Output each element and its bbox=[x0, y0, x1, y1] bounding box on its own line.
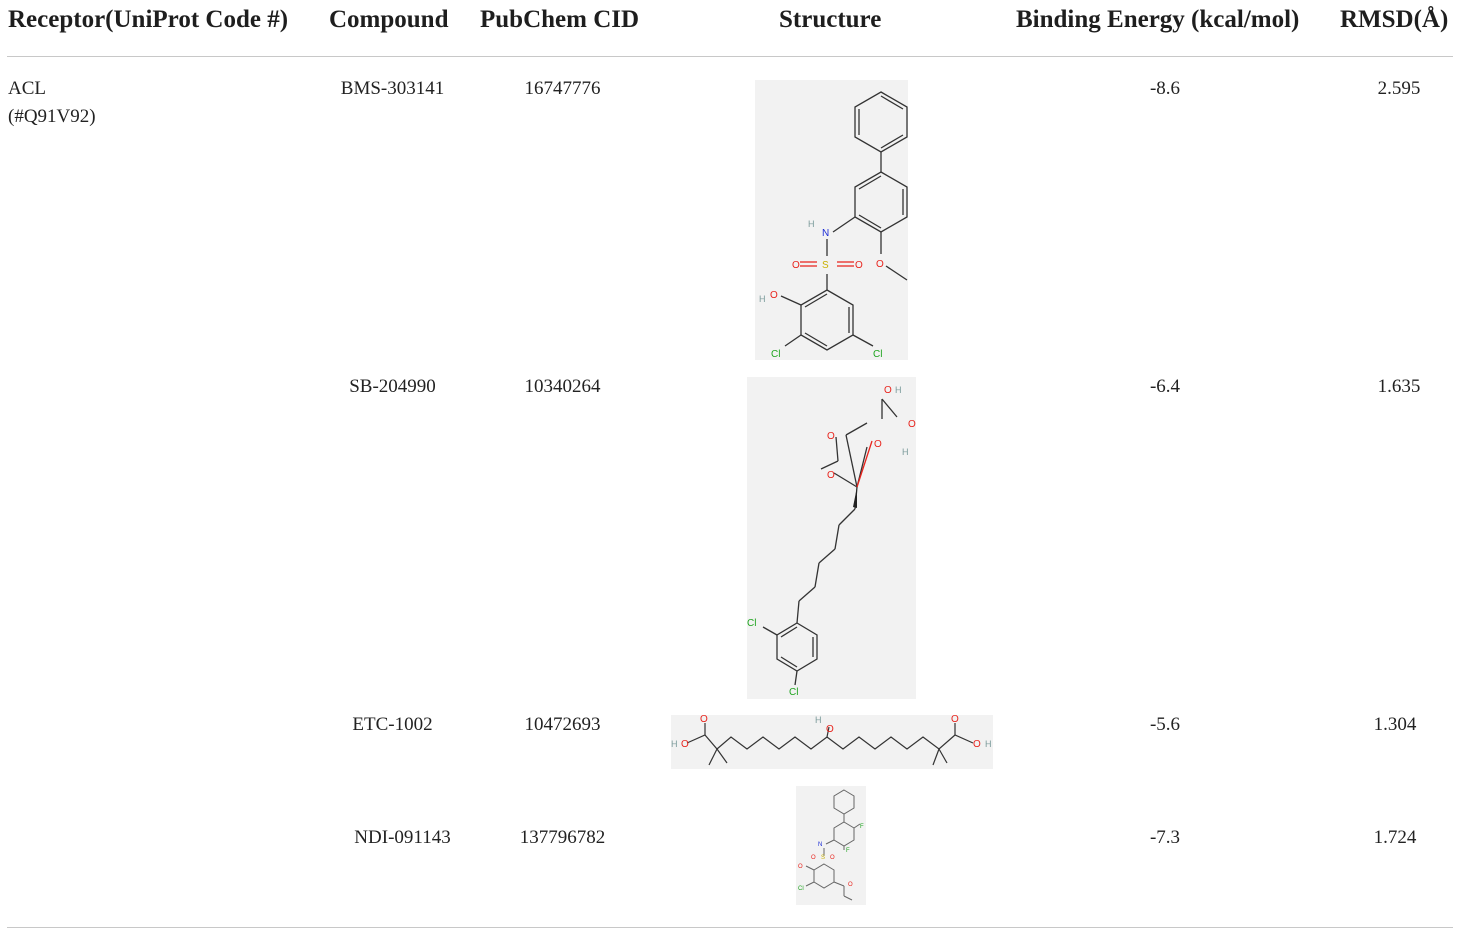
atom-label-o: O bbox=[827, 431, 835, 442]
header-binding-energy: Binding Energy (kcal/mol) bbox=[1016, 6, 1300, 33]
atom-label-o: O bbox=[884, 385, 892, 396]
binding-energy: -8.6 bbox=[1149, 78, 1181, 99]
receptor-code: (#Q91V92) bbox=[8, 106, 96, 127]
atom-label-s: S bbox=[822, 260, 829, 271]
atom-label-f: F bbox=[860, 824, 864, 830]
rmsd-value: 1.635 bbox=[1377, 376, 1421, 397]
rmsd-value: 2.595 bbox=[1377, 78, 1421, 99]
binding-energy: -7.3 bbox=[1149, 827, 1181, 848]
atom-label-h: H bbox=[671, 739, 678, 749]
atom-label-cl: Cl bbox=[873, 349, 882, 360]
atom-label-cl: Cl bbox=[798, 886, 804, 892]
atom-label-o: O bbox=[681, 739, 689, 750]
header-structure: Structure bbox=[779, 6, 882, 33]
pubchem-cid: 10472693 bbox=[524, 714, 601, 735]
compound-name: SB-204990 bbox=[349, 376, 436, 397]
rmsd-value: 1.724 bbox=[1373, 827, 1417, 848]
atom-label-h: H bbox=[808, 219, 815, 229]
structure-image-bms-303141: H N S O O O H O Cl Cl bbox=[755, 80, 908, 360]
atom-label-h: H bbox=[895, 385, 902, 395]
atom-label-o: O bbox=[798, 864, 803, 870]
header-pubchem-cid: PubChem CID bbox=[480, 6, 640, 33]
atom-label-o: O bbox=[951, 715, 959, 725]
pubchem-cid: 16747776 bbox=[524, 78, 601, 99]
atom-label-o: O bbox=[830, 855, 835, 861]
atom-label-h: H bbox=[985, 739, 992, 749]
header-compound: Compound bbox=[329, 6, 449, 33]
structure-image-etc-1002: H O O H O O O H bbox=[671, 715, 993, 769]
binding-energy: -6.4 bbox=[1149, 376, 1181, 397]
atom-label-cl: Cl bbox=[747, 618, 756, 629]
header-rmsd: RMSD(Å) bbox=[1340, 6, 1449, 33]
receptor-name: ACL bbox=[8, 78, 46, 99]
atom-label-n: N bbox=[822, 228, 829, 239]
atom-label-o: O bbox=[973, 739, 981, 750]
atom-label-o: O bbox=[792, 260, 800, 271]
atom-label-s: S bbox=[821, 855, 825, 861]
atom-label-o: O bbox=[700, 715, 708, 725]
compound-name: NDI-091143 bbox=[354, 827, 451, 848]
atom-label-o: O bbox=[827, 470, 835, 481]
atom-label-o: O bbox=[855, 260, 863, 271]
atom-label-o: O bbox=[908, 419, 916, 430]
atom-label-o: O bbox=[770, 290, 778, 301]
atom-label-cl: Cl bbox=[789, 687, 798, 698]
header-receptor: Receptor(UniProt Code #) bbox=[8, 6, 289, 33]
atom-label-o: O bbox=[826, 724, 834, 735]
structure-image-sb-204990: H O O O O H O Cl Cl bbox=[747, 377, 916, 699]
atom-label-cl: Cl bbox=[771, 349, 780, 360]
atom-label-f: F bbox=[846, 848, 850, 854]
table-bottom-rule bbox=[7, 927, 1453, 928]
header-divider bbox=[7, 56, 1453, 57]
atom-label-o: O bbox=[874, 439, 882, 450]
atom-label-o: O bbox=[811, 855, 816, 861]
compound-name: BMS-303141 bbox=[340, 78, 445, 99]
pubchem-cid: 10340264 bbox=[524, 376, 601, 397]
atom-label-h: H bbox=[902, 447, 909, 457]
rmsd-value: 1.304 bbox=[1373, 714, 1417, 735]
structure-image-ndi-091143: N S O O F F O Cl O bbox=[796, 786, 866, 905]
atom-label-h: H bbox=[815, 715, 822, 725]
atom-label-o: O bbox=[848, 882, 853, 888]
atom-label-h: H bbox=[759, 294, 766, 304]
binding-energy: -5.6 bbox=[1149, 714, 1181, 735]
atom-label-o: O bbox=[876, 259, 884, 270]
atom-label-n: N bbox=[818, 842, 822, 848]
compound-name: ETC-1002 bbox=[352, 714, 433, 735]
pubchem-cid: 137796782 bbox=[519, 827, 606, 848]
